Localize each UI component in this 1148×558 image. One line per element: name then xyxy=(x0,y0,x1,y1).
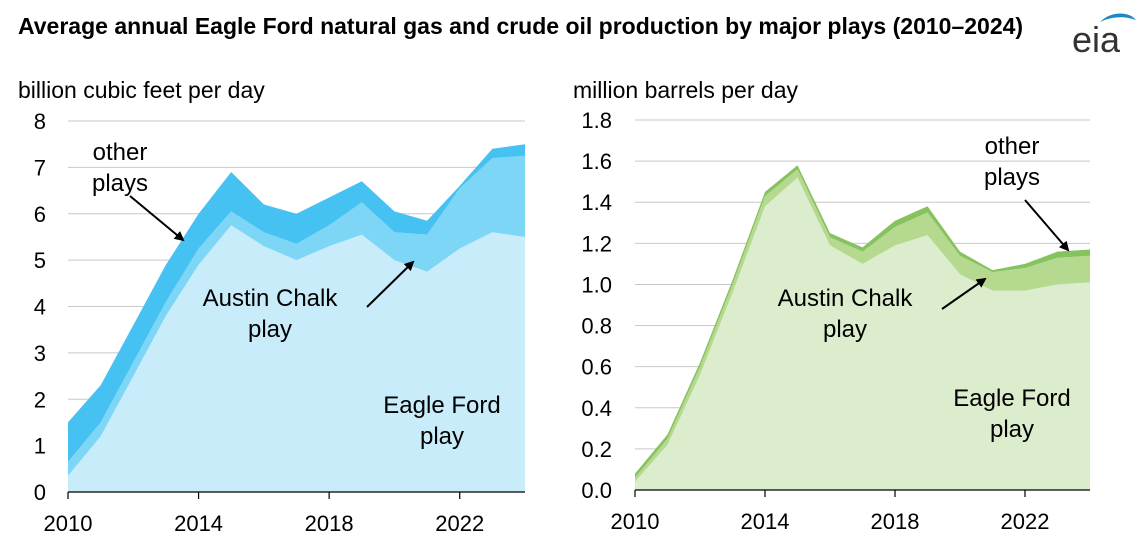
chart-title: Average annual Eagle Ford natural gas an… xyxy=(18,13,1024,39)
oil-y-tick-label: 1.2 xyxy=(581,231,612,256)
logo-swoosh-icon xyxy=(1100,13,1136,22)
gas-y-tick-label: 5 xyxy=(34,248,46,273)
oil-y-tick-label: 1.8 xyxy=(581,108,612,133)
gas-y-tick-label: 7 xyxy=(34,155,46,180)
svg-text:eia: eia xyxy=(1072,19,1121,58)
oil-series-eagle-ford-play xyxy=(635,177,1090,490)
oil-y-tick-label: 0.2 xyxy=(581,437,612,462)
gas-x-tick-label: 2022 xyxy=(435,511,484,536)
oil-series-austin-chalk-play xyxy=(635,169,1090,482)
gas-annotation-arrow xyxy=(129,195,185,242)
oil-y-tick-label: 1.4 xyxy=(581,190,612,215)
oil-y-tick-label: 1.0 xyxy=(581,272,612,297)
gas-unit-label: billion cubic feet per day xyxy=(18,77,265,103)
eia-logo: eia xyxy=(1072,13,1136,58)
oil-x-tick-label: 2010 xyxy=(611,509,660,534)
gas-annotation-eagle-ford: Eagle Ford play xyxy=(383,392,500,450)
oil-y-tick-label: 0.6 xyxy=(581,355,612,380)
oil-chart: million barrels per day 0.0 0.2 0.4 0.6 0.8 1.… xyxy=(573,77,1090,534)
oil-annotation-other: other plays xyxy=(984,133,1040,191)
oil-y-tick-label: 1.6 xyxy=(581,149,612,174)
oil-unit-label: million barrels per day xyxy=(573,77,798,103)
gas-y-tick-label: 2 xyxy=(34,387,46,412)
oil-x-tick-label: 2014 xyxy=(741,509,790,534)
gas-y-tick-label: 8 xyxy=(34,109,46,134)
gas-series-other-plays xyxy=(68,144,525,462)
gas-y-tick-label: 1 xyxy=(34,434,46,459)
gas-y-tick-label: 3 xyxy=(34,341,46,366)
gas-annotation-arrow xyxy=(366,260,415,308)
oil-annotation-arrow xyxy=(941,277,987,310)
gas-annotation-austin-chalk: Austin Chalk play xyxy=(203,285,339,343)
gas-x-tick-label: 2018 xyxy=(305,511,354,536)
gas-y-tick-label: 6 xyxy=(34,202,46,227)
gas-series-austin-chalk-play xyxy=(68,155,525,476)
oil-y-tick-label: 0.4 xyxy=(581,396,612,421)
gas-chart: billion cubic feet per day 0 1 2 3 4 5 6 7 8 2010 2… xyxy=(18,77,525,536)
gas-annotation-other: other plays xyxy=(92,139,148,197)
oil-y-tick-label: 0.8 xyxy=(581,314,612,339)
oil-y-tick-label: 0.0 xyxy=(581,478,612,503)
oil-x-tick-label: 2018 xyxy=(871,509,920,534)
gas-series-eagle-ford-play xyxy=(68,225,525,493)
oil-x-tick-label: 2022 xyxy=(1001,509,1050,534)
gas-x-tick-label: 2014 xyxy=(174,511,223,536)
oil-annotation-austin-chalk: Austin Chalk play xyxy=(778,285,914,343)
gas-x-tick-label: 2010 xyxy=(44,511,93,536)
gas-y-tick-label: 4 xyxy=(34,295,46,320)
gas-y-tick-label: 0 xyxy=(34,480,46,505)
oil-annotation-arrow xyxy=(1024,199,1070,252)
oil-annotation-eagle-ford: Eagle Ford play xyxy=(953,385,1070,443)
